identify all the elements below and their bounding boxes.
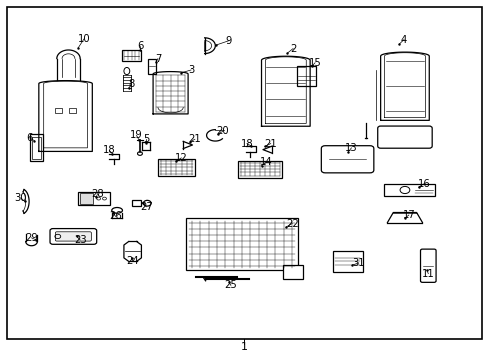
Text: 6: 6: [26, 133, 33, 143]
FancyBboxPatch shape: [420, 249, 435, 282]
Bar: [31, 137, 41, 159]
Bar: [122, 50, 141, 61]
FancyBboxPatch shape: [321, 146, 373, 173]
Text: 24: 24: [126, 256, 139, 266]
Ellipse shape: [112, 207, 122, 213]
Bar: [30, 134, 43, 161]
Text: 7: 7: [154, 54, 161, 64]
Text: 8: 8: [128, 79, 135, 89]
Bar: [332, 251, 362, 272]
Bar: [186, 219, 297, 270]
Text: 3: 3: [187, 65, 194, 75]
Text: 12: 12: [175, 153, 187, 163]
Text: 1: 1: [241, 342, 247, 352]
Text: 28: 28: [91, 189, 104, 199]
Text: 21: 21: [264, 139, 277, 149]
Text: 30: 30: [15, 193, 27, 203]
Text: 17: 17: [402, 210, 414, 220]
Text: 25: 25: [224, 280, 237, 291]
Text: 21: 21: [188, 134, 201, 144]
Text: 15: 15: [308, 58, 321, 68]
Bar: [80, 193, 92, 204]
Bar: [384, 184, 434, 196]
Bar: [69, 108, 76, 113]
Text: 16: 16: [417, 179, 430, 189]
Text: 29: 29: [25, 233, 38, 243]
Text: 5: 5: [143, 134, 149, 144]
Text: 4: 4: [400, 35, 407, 45]
Bar: [148, 59, 156, 74]
Text: 23: 23: [74, 235, 86, 245]
FancyBboxPatch shape: [55, 232, 91, 241]
Bar: [55, 108, 61, 113]
Bar: [131, 200, 141, 206]
Text: 31: 31: [352, 258, 365, 268]
Text: 11: 11: [421, 269, 434, 279]
Text: 6: 6: [137, 41, 143, 51]
Text: 9: 9: [225, 36, 232, 46]
Bar: [237, 161, 282, 178]
FancyBboxPatch shape: [377, 126, 431, 148]
Text: 22: 22: [285, 219, 298, 229]
Bar: [296, 66, 316, 86]
Text: 14: 14: [260, 157, 272, 167]
Text: 18: 18: [103, 145, 115, 156]
Bar: [158, 159, 194, 176]
Text: 13: 13: [345, 143, 357, 153]
Text: 20: 20: [216, 126, 228, 136]
Text: 2: 2: [289, 44, 296, 54]
Ellipse shape: [123, 67, 129, 75]
Text: 26: 26: [109, 211, 122, 221]
Text: 19: 19: [130, 130, 142, 140]
FancyBboxPatch shape: [50, 229, 97, 244]
Text: 10: 10: [78, 34, 90, 44]
Text: 27: 27: [140, 202, 152, 212]
Text: 18: 18: [240, 139, 253, 149]
Bar: [78, 192, 109, 205]
Bar: [283, 265, 302, 279]
